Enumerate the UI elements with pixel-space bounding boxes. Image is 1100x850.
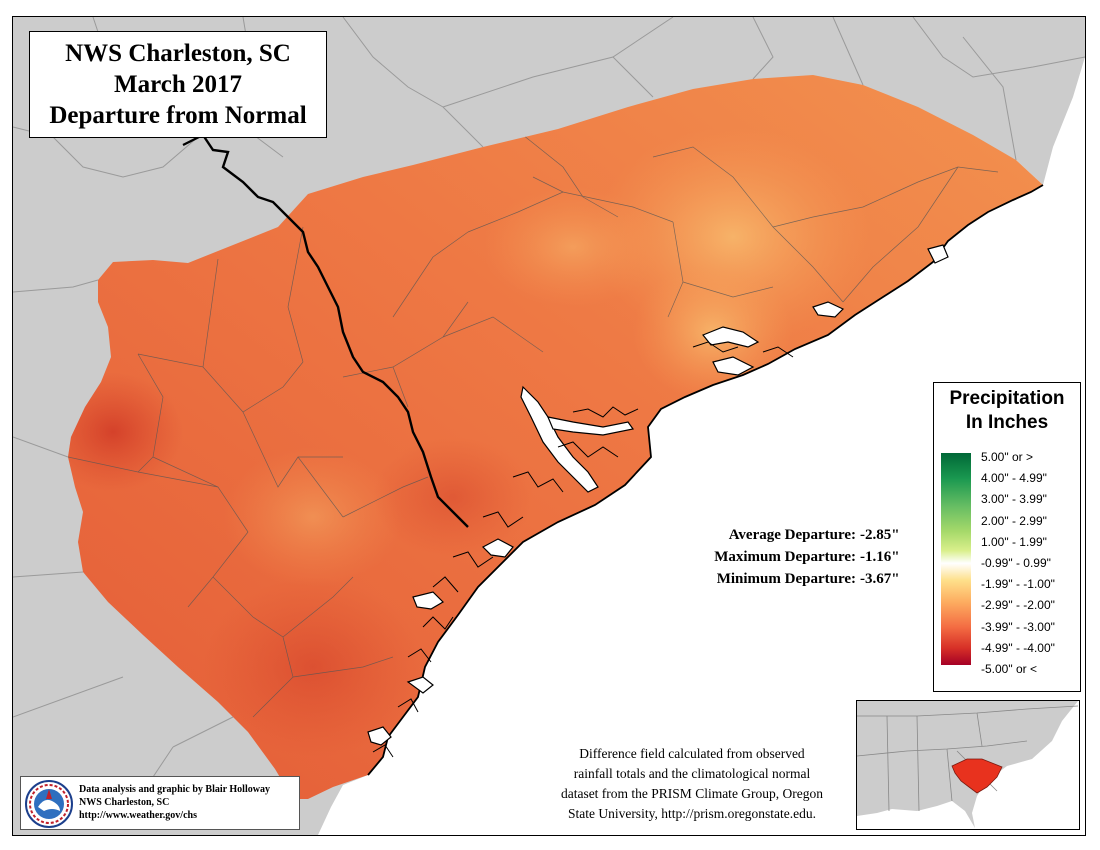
source-note: Difference field calculated from observe…: [512, 744, 872, 824]
stat-average-value: -2.85": [860, 527, 900, 543]
legend-title-line-1: Precipitation: [949, 388, 1065, 409]
legend-label: -2.99" - -2.00": [981, 598, 1055, 613]
stat-maximum-label: Maximum Departure:: [714, 549, 856, 565]
legend-label: -4.99" - -4.00": [981, 640, 1055, 655]
legend-label: 2.00" - 2.99": [981, 513, 1047, 528]
legend: Precipitation In Inches 5.00" or > 4.00"…: [933, 382, 1081, 692]
departure-stats: Average Departure: -2.85" Maximum Depart…: [660, 524, 920, 590]
credit-box: Data analysis and graphic by Blair Hollo…: [20, 776, 300, 830]
stat-average-label: Average Departure:: [728, 527, 856, 543]
note-line-1: Difference field calculated from observe…: [579, 746, 805, 761]
stat-minimum-value: -3.67": [860, 571, 900, 587]
stat-minimum: Minimum Departure: -3.67": [660, 568, 920, 590]
nws-logo: [24, 779, 74, 834]
title-line-3: Departure from Normal: [49, 102, 307, 129]
legend-label: 1.00" - 1.99": [981, 534, 1047, 549]
legend-label: -0.99" - 0.99": [981, 555, 1051, 570]
stat-minimum-label: Minimum Departure:: [716, 571, 856, 587]
stat-maximum-value: -1.16": [860, 549, 900, 565]
legend-label: 3.00" - 3.99": [981, 492, 1047, 507]
map-title: NWS Charleston, SC March 2017 Departure …: [29, 31, 327, 138]
credit-url[interactable]: http://www.weather.gov/chs: [79, 810, 197, 821]
credit-line-1: Data analysis and graphic by Blair Hollo…: [79, 784, 270, 795]
note-line-3: dataset from the PRISM Climate Group, Or…: [560, 786, 824, 801]
legend-title-line-2: In Inches: [965, 412, 1049, 433]
legend-label: -3.99" - -3.00": [981, 619, 1055, 634]
stat-average: Average Departure: -2.85": [660, 524, 920, 546]
nws-logo-icon: [25, 780, 73, 828]
legend-labels: 5.00" or > 4.00" - 4.99" 3.00" - 3.99" 2…: [981, 447, 1081, 680]
note-line-2: rainfall totals and the climatological n…: [573, 766, 811, 781]
title-line-2: March 2017: [114, 71, 242, 98]
inset-locator-map: [856, 700, 1080, 830]
legend-label: 5.00" or >: [981, 450, 1033, 464]
note-line-4: State University, http://prism.oregonsta…: [567, 806, 817, 821]
legend-label: -1.99" - -1.00": [981, 577, 1055, 592]
credit-line-2: NWS Charleston, SC: [79, 797, 170, 808]
stat-maximum: Maximum Departure: -1.16": [660, 546, 920, 568]
legend-color-bar: [941, 453, 971, 665]
inset-map-svg: [857, 701, 1079, 828]
precip-map: [13, 17, 1085, 835]
credit-text: Data analysis and graphic by Blair Hollo…: [79, 783, 270, 822]
legend-title: Precipitation In Inches: [934, 387, 1080, 435]
legend-label: 4.00" - 4.99": [981, 471, 1047, 486]
map-frame: [12, 16, 1086, 836]
title-line-1: NWS Charleston, SC: [65, 40, 291, 67]
legend-label: -5.00" or <: [981, 661, 1037, 676]
